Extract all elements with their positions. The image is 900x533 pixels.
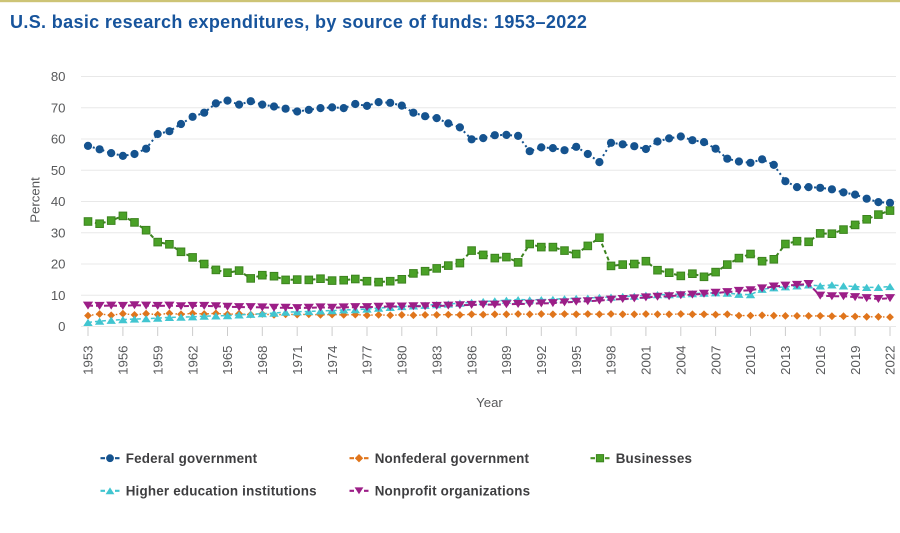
svg-text:10: 10 (51, 288, 66, 303)
svg-text:2019: 2019 (848, 346, 863, 375)
svg-text:Federal government: Federal government (126, 451, 258, 466)
svg-text:2022: 2022 (883, 346, 898, 375)
svg-text:U.S. basic research expenditur: U.S. basic research expenditures, by sou… (10, 12, 587, 32)
svg-text:1968: 1968 (255, 346, 270, 375)
svg-text:1992: 1992 (534, 346, 549, 375)
svg-text:1959: 1959 (150, 346, 165, 375)
svg-text:1986: 1986 (464, 346, 479, 375)
svg-text:2001: 2001 (639, 346, 654, 375)
svg-text:1965: 1965 (220, 346, 235, 375)
svg-text:2010: 2010 (743, 346, 758, 375)
svg-text:1962: 1962 (185, 346, 200, 375)
svg-text:30: 30 (51, 225, 66, 240)
svg-text:Higher education institutions: Higher education institutions (126, 484, 317, 499)
svg-text:Year: Year (476, 395, 503, 410)
svg-text:1953: 1953 (81, 346, 96, 375)
svg-text:1983: 1983 (429, 346, 444, 375)
svg-text:2004: 2004 (674, 346, 689, 375)
svg-text:2016: 2016 (813, 346, 828, 375)
svg-text:1971: 1971 (290, 346, 305, 375)
svg-text:Percent: Percent (28, 177, 43, 223)
svg-text:20: 20 (51, 257, 66, 272)
svg-text:1977: 1977 (360, 346, 375, 375)
svg-text:1998: 1998 (604, 346, 619, 375)
svg-text:1995: 1995 (569, 346, 584, 375)
svg-text:40: 40 (51, 194, 66, 209)
svg-text:80: 80 (51, 69, 66, 84)
svg-text:2013: 2013 (778, 346, 793, 375)
svg-text:50: 50 (51, 163, 66, 178)
svg-text:1956: 1956 (116, 346, 131, 375)
svg-text:60: 60 (51, 132, 66, 147)
svg-text:70: 70 (51, 100, 66, 115)
svg-text:Nonfederal government: Nonfederal government (375, 451, 530, 466)
svg-text:2007: 2007 (708, 346, 723, 375)
svg-text:Nonprofit organizations: Nonprofit organizations (375, 484, 531, 499)
svg-text:0: 0 (58, 319, 65, 334)
svg-text:1989: 1989 (499, 346, 514, 375)
svg-text:1974: 1974 (325, 346, 340, 375)
svg-text:1980: 1980 (395, 346, 410, 375)
svg-text:Businesses: Businesses (616, 451, 692, 466)
